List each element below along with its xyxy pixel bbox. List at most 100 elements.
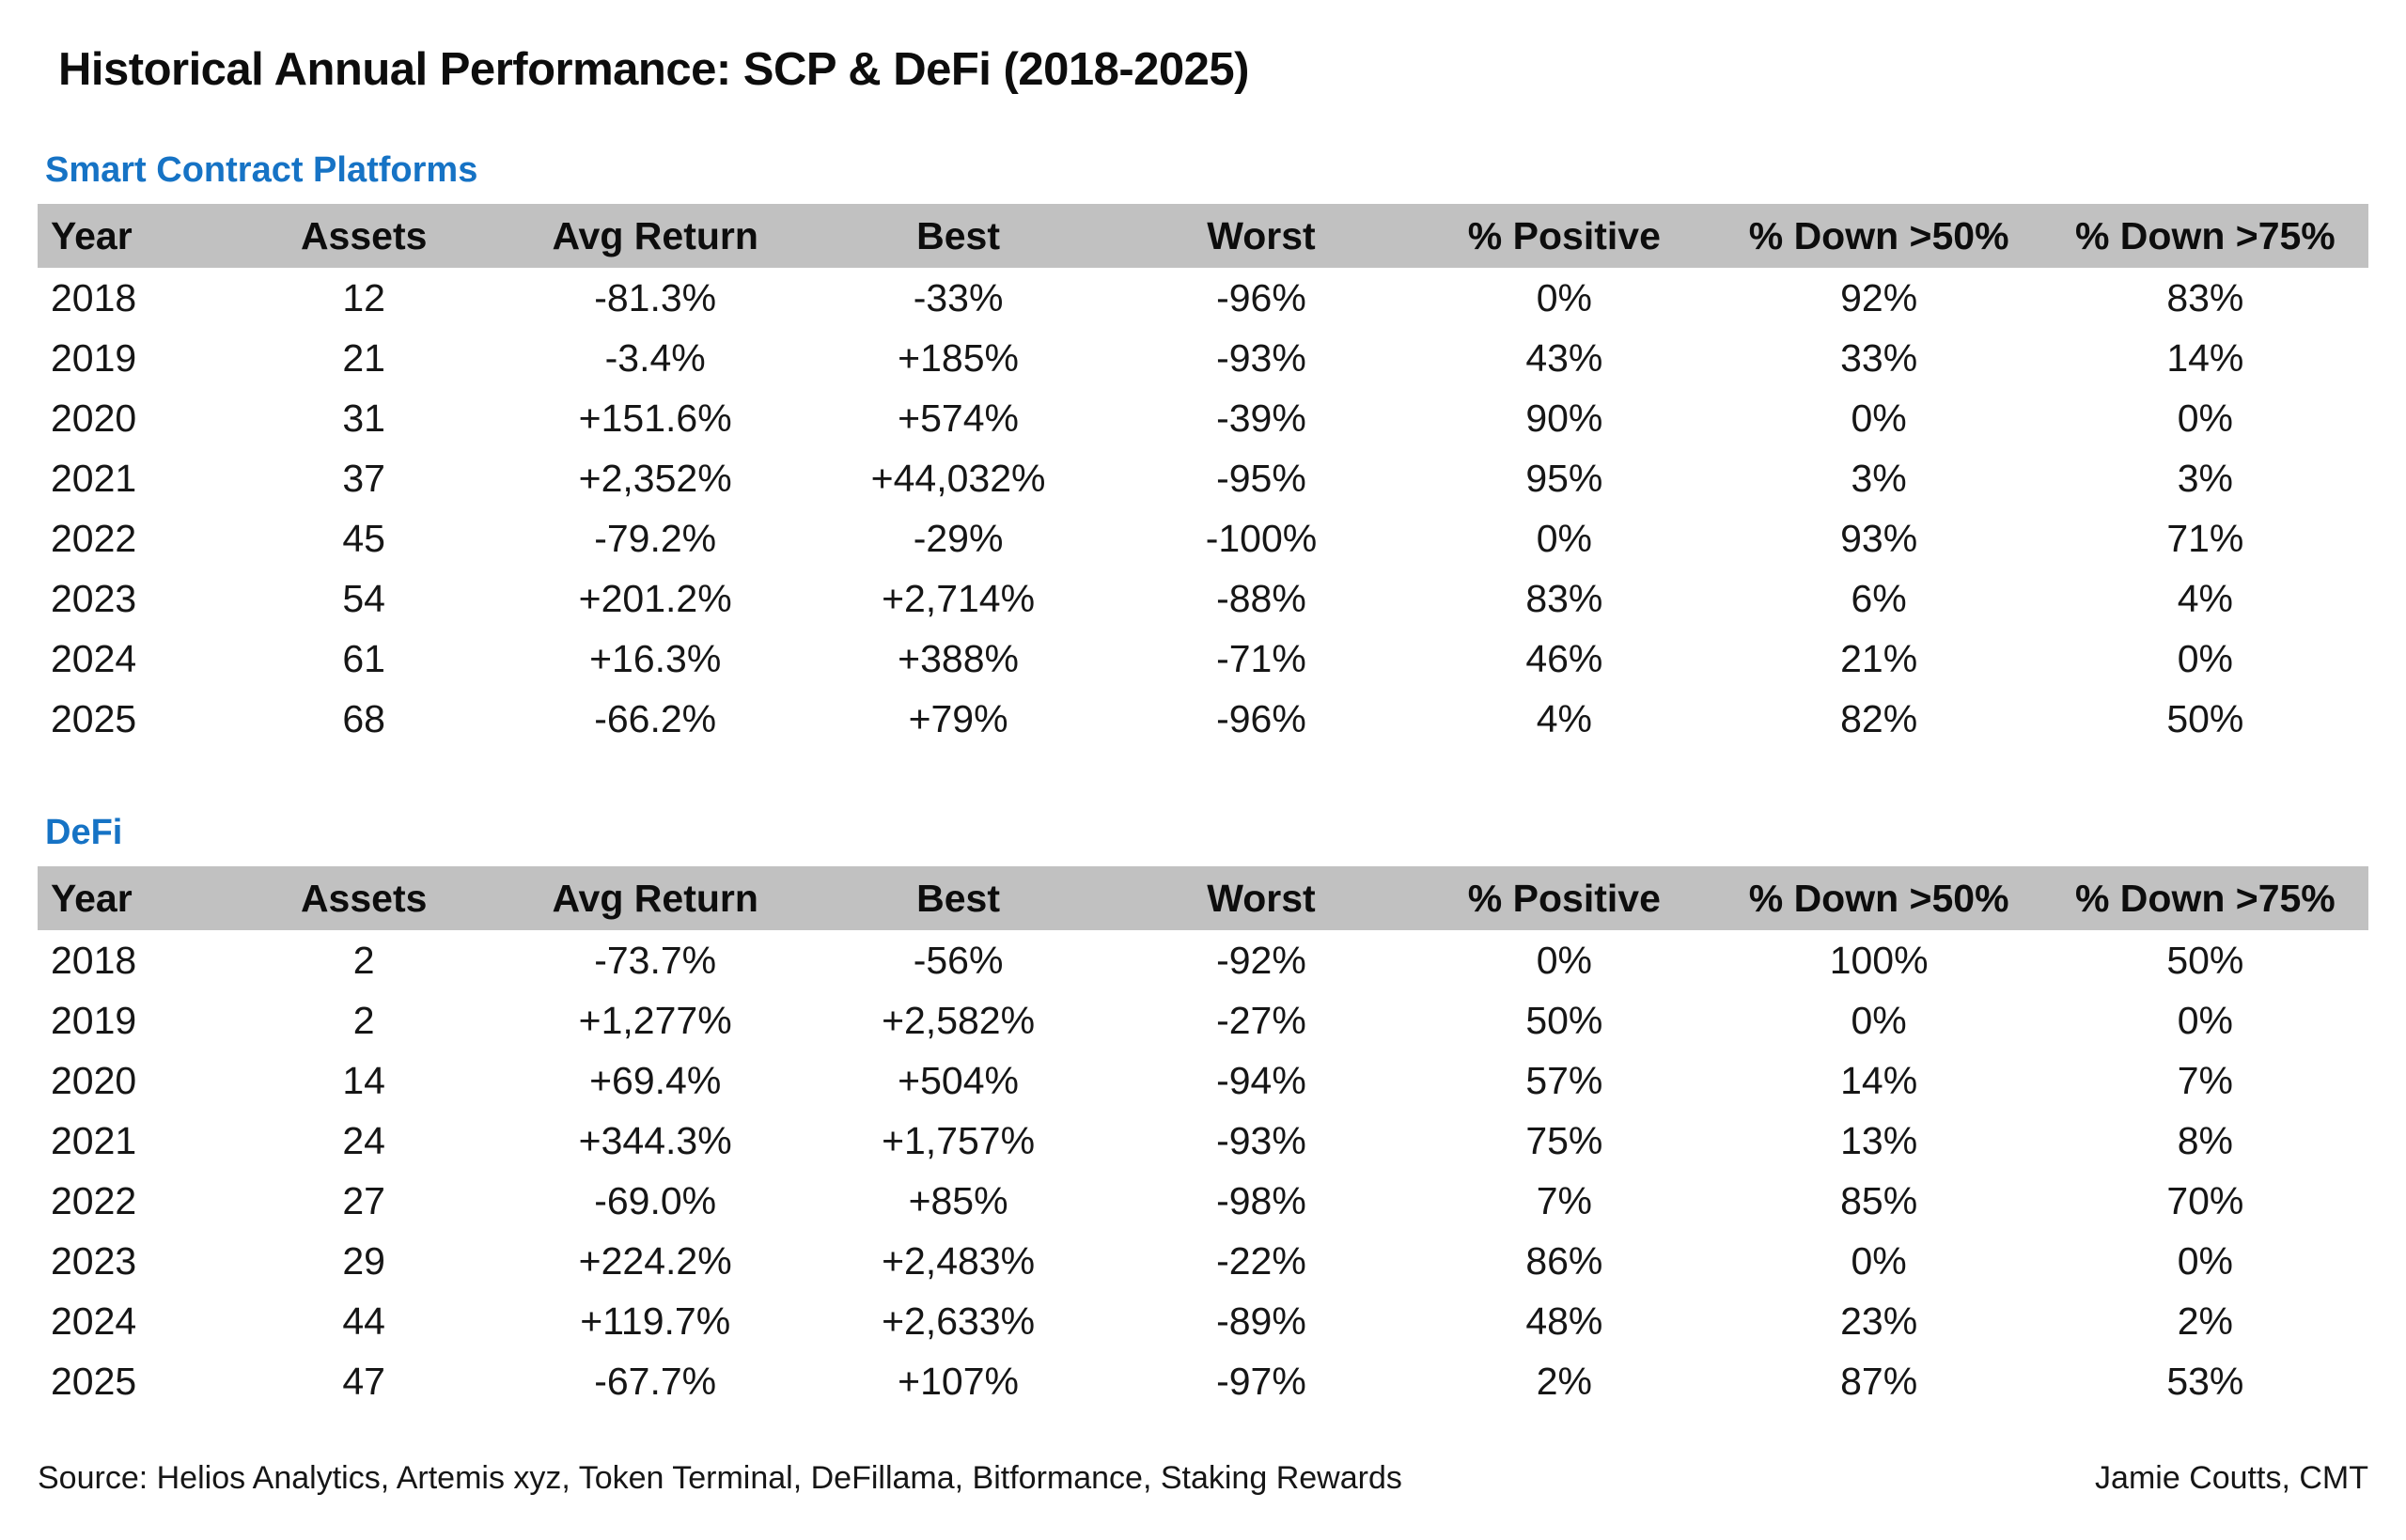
best-cell: +504% xyxy=(898,1058,1019,1102)
column-header: Assets xyxy=(300,876,428,920)
year-cell: 2022 xyxy=(51,1178,137,1222)
pct-down75-cell: 4% xyxy=(2177,576,2233,620)
pct-down75-cell: 3% xyxy=(2177,456,2233,500)
column-header: Year xyxy=(51,876,133,920)
defi-section: DeFi Year Assets Avg Return Best Worst % Posi… xyxy=(38,813,2368,1411)
pct-down50-cell: 13% xyxy=(1840,1118,1918,1162)
best-cell: +574% xyxy=(898,396,1019,440)
table-row: 2024 44 +119.7% +2,633% -89% 48% 23% 2% xyxy=(38,1291,2368,1351)
table-row: 2020 31 +151.6% +574% -39% 90% 0% 0% xyxy=(38,388,2368,448)
worst-cell: -100% xyxy=(1205,516,1318,560)
pct-down50-cell: 23% xyxy=(1840,1299,1918,1343)
source-note: Source: Helios Analytics, Artemis xyz, T… xyxy=(38,1460,1402,1496)
pct-positive-cell: 43% xyxy=(1525,335,1603,380)
year-cell: 2024 xyxy=(51,1299,137,1343)
pct-down75-cell: 0% xyxy=(2177,396,2233,440)
table-row: 2020 14 +69.4% +504% -94% 57% 14% 7% xyxy=(38,1050,2368,1111)
column-header: % Down >50% xyxy=(1748,213,2009,257)
scp-section-label: Smart Contract Platforms xyxy=(45,150,478,190)
year-cell: 2021 xyxy=(51,1118,137,1162)
best-cell: +1,757% xyxy=(882,1118,1036,1162)
column-header: % Down >50% xyxy=(1748,876,2009,920)
scp-header-row: Year Assets Avg Return Best Worst % Positive%… xyxy=(38,204,2368,268)
assets-cell: 68 xyxy=(342,696,385,740)
worst-cell: -95% xyxy=(1216,456,1306,500)
table-row: 2018 12 -81.3% -33% -96% 0% 92% 83% xyxy=(38,268,2368,328)
assets-cell: 37 xyxy=(342,456,385,500)
table-row: 2022 45 -79.2% -29% -100% 0% 93% 71% xyxy=(38,508,2368,568)
avg-return-cell: +1,277% xyxy=(578,998,732,1042)
worst-cell: -93% xyxy=(1216,335,1306,380)
pct-positive-cell: 7% xyxy=(1536,1178,1592,1222)
year-cell: 2020 xyxy=(51,1058,137,1102)
assets-cell: 24 xyxy=(342,1118,385,1162)
best-cell: +44,032% xyxy=(870,456,1046,500)
assets-cell: 47 xyxy=(342,1359,385,1403)
worst-cell: -92% xyxy=(1216,938,1306,982)
column-header: Best xyxy=(916,213,1000,257)
column-header: Year xyxy=(51,213,133,257)
worst-cell: -39% xyxy=(1216,396,1306,440)
defi-table-body: 2018 2 -73.7% -56% -92% 0% 100% 50% 2019 2 +1,277%… xyxy=(38,930,2368,1411)
report-page: Historical Annual Performance: SCP & DeF… xyxy=(38,44,2368,1496)
year-cell: 2025 xyxy=(51,1359,137,1403)
year-cell: 2024 xyxy=(51,636,137,680)
avg-return-cell: +201.2% xyxy=(578,576,732,620)
pct-down50-cell: 14% xyxy=(1840,1058,1918,1102)
pct-down50-cell: 85% xyxy=(1840,1178,1918,1222)
table-row: 2024 61 +16.3% +388% -71% 46% 21% 0% xyxy=(38,629,2368,689)
worst-cell: -88% xyxy=(1216,576,1306,620)
worst-cell: -94% xyxy=(1216,1058,1306,1102)
table-row: 2021 37 +2,352% +44,032% -95% 95% 3% 3% xyxy=(38,448,2368,508)
pct-positive-cell: 48% xyxy=(1525,1299,1603,1343)
column-header: % Down >75% xyxy=(2074,876,2336,920)
assets-cell: 61 xyxy=(342,636,385,680)
assets-cell: 31 xyxy=(342,396,385,440)
pct-down75-cell: 71% xyxy=(2166,516,2244,560)
pct-down75-cell: 83% xyxy=(2166,275,2244,319)
best-cell: +2,582% xyxy=(882,998,1036,1042)
avg-return-cell: +344.3% xyxy=(578,1118,732,1162)
pct-down75-cell: 0% xyxy=(2177,998,2233,1042)
pct-down75-cell: 50% xyxy=(2166,696,2244,740)
year-cell: 2019 xyxy=(51,335,137,380)
pct-down75-cell: 2% xyxy=(2177,1299,2233,1343)
pct-positive-cell: 86% xyxy=(1525,1238,1603,1283)
avg-return-cell: +151.6% xyxy=(578,396,732,440)
scp-table-body: 2018 12 -81.3% -33% -96% 0% 92% 83% 2019 21 -3.4% +… xyxy=(38,268,2368,749)
best-cell: +107% xyxy=(898,1359,1019,1403)
scp-section: Smart Contract Platforms Year Assets Avg R… xyxy=(38,150,2368,749)
worst-cell: -22% xyxy=(1216,1238,1306,1283)
table-row: 2023 54 +201.2% +2,714% -88% 83% 6% 4% xyxy=(38,568,2368,629)
column-header: Worst xyxy=(1207,876,1316,920)
pct-positive-cell: 4% xyxy=(1536,696,1592,740)
assets-cell: 54 xyxy=(342,576,385,620)
pct-down50-cell: 93% xyxy=(1840,516,1918,560)
year-cell: 2023 xyxy=(51,1238,137,1283)
pct-down50-cell: 87% xyxy=(1840,1359,1918,1403)
avg-return-cell: -3.4% xyxy=(604,335,706,380)
assets-cell: 29 xyxy=(342,1238,385,1283)
pct-down75-cell: 50% xyxy=(2166,938,2244,982)
assets-cell: 44 xyxy=(342,1299,385,1343)
worst-cell: -71% xyxy=(1216,636,1306,680)
year-cell: 2021 xyxy=(51,456,137,500)
pct-down75-cell: 0% xyxy=(2177,636,2233,680)
best-cell: -56% xyxy=(913,938,1004,982)
pct-positive-cell: 83% xyxy=(1525,576,1603,620)
best-cell: +79% xyxy=(908,696,1008,740)
column-header: Avg Return xyxy=(552,213,758,257)
year-cell: 2019 xyxy=(51,998,137,1042)
avg-return-cell: -66.2% xyxy=(594,696,717,740)
assets-cell: 21 xyxy=(342,335,385,380)
pct-down75-cell: 8% xyxy=(2177,1118,2233,1162)
column-header: Best xyxy=(916,876,1000,920)
pct-positive-cell: 75% xyxy=(1525,1118,1603,1162)
pct-down50-cell: 0% xyxy=(1851,1238,1907,1283)
worst-cell: -93% xyxy=(1216,1118,1306,1162)
pct-down50-cell: 100% xyxy=(1829,938,1929,982)
assets-cell: 2 xyxy=(352,998,375,1042)
pct-positive-cell: 90% xyxy=(1525,396,1603,440)
pct-positive-cell: 0% xyxy=(1536,938,1592,982)
best-cell: +185% xyxy=(898,335,1019,380)
